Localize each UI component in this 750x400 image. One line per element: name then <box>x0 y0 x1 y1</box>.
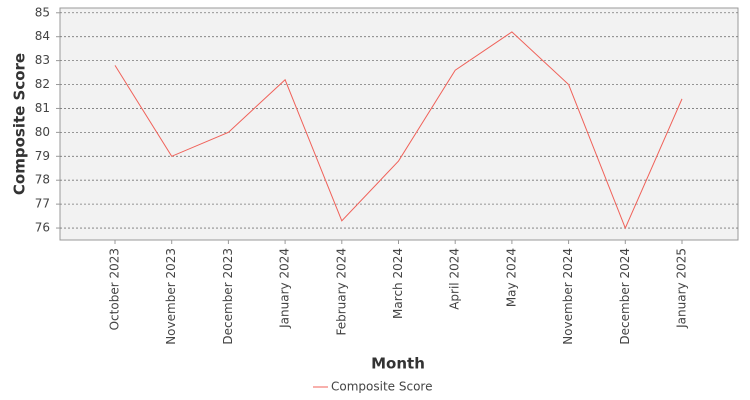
legend-label: Composite Score <box>331 380 432 394</box>
x-tick-label: November 2024 <box>561 248 575 345</box>
x-tick-label: December 2024 <box>618 248 632 345</box>
y-tick-label: 85 <box>35 5 50 19</box>
x-axis-title: Month <box>371 355 425 373</box>
x-tick-label: December 2023 <box>221 248 235 345</box>
x-tick-label: April 2024 <box>448 248 462 310</box>
y-tick-label: 82 <box>35 77 50 91</box>
y-tick-label: 84 <box>35 29 50 43</box>
x-tick-label: October 2023 <box>108 248 122 330</box>
x-tick-label: March 2024 <box>391 248 405 319</box>
y-tick-label: 77 <box>35 197 50 211</box>
line-series <box>114 31 683 230</box>
y-tick-label: 79 <box>35 149 50 163</box>
x-tick-label: November 2023 <box>164 248 178 345</box>
x-tick-label: January 2025 <box>675 248 689 329</box>
y-tick-label: 80 <box>35 125 50 139</box>
y-tick-label: 76 <box>35 221 50 235</box>
plot-area <box>59 7 739 241</box>
y-axis-title: Composite Score <box>11 53 29 195</box>
y-tick-label: 81 <box>35 101 50 115</box>
x-tick-label: May 2024 <box>504 248 518 307</box>
y-tick-label: 83 <box>35 53 50 67</box>
y-tick-label: 78 <box>35 173 50 187</box>
x-tick-label: February 2024 <box>334 248 348 336</box>
x-tick-label: January 2024 <box>278 248 292 329</box>
